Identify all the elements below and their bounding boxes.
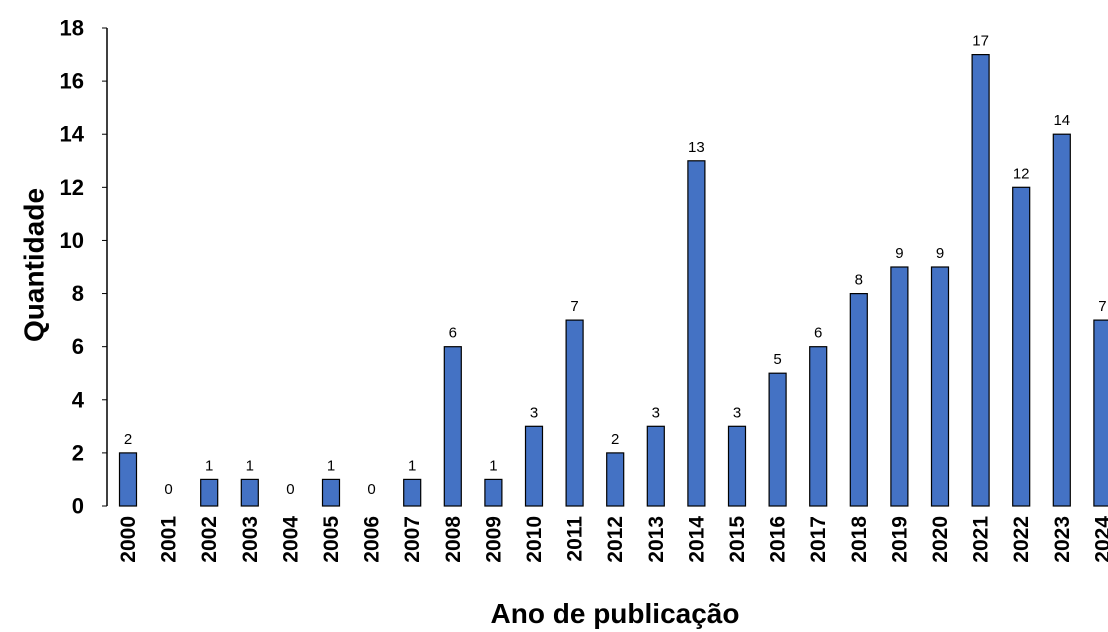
data-label-2022: 12 <box>1013 165 1030 182</box>
y-tick-label: 4 <box>72 387 85 412</box>
x-tick-label-2009: 2009 <box>482 516 505 563</box>
bar-2022 <box>1012 186 1031 507</box>
bar-2003 <box>240 478 259 507</box>
y-tick-label: 0 <box>72 494 84 519</box>
data-label-2009: 1 <box>489 457 497 474</box>
x-tick-label-2003: 2003 <box>239 516 262 563</box>
bar-2010 <box>524 425 544 507</box>
data-label-2021: 17 <box>972 33 989 50</box>
data-label-2018: 8 <box>855 272 863 289</box>
data-label-2015: 3 <box>733 404 741 421</box>
data-label-2024: 7 <box>1098 298 1106 315</box>
bar-2000 <box>118 452 138 507</box>
x-axis-title: Ano de publicação <box>491 598 740 629</box>
y-tick-label: 14 <box>60 122 85 147</box>
x-tick-label-2006: 2006 <box>361 516 384 563</box>
data-label-2012: 2 <box>611 431 619 448</box>
data-label-2019: 9 <box>895 245 903 262</box>
bar-2012 <box>606 452 625 507</box>
x-tick-label-2012: 2012 <box>604 516 627 563</box>
x-tick-label-2020: 2020 <box>929 516 952 563</box>
x-tick-label-2018: 2018 <box>848 516 871 563</box>
data-label-2011: 7 <box>570 298 578 315</box>
y-tick-label: 6 <box>72 334 84 359</box>
data-label-2001: 0 <box>164 481 172 498</box>
data-label-2006: 0 <box>367 481 375 498</box>
y-tick-label: 16 <box>60 69 84 94</box>
bar-2005 <box>321 478 341 507</box>
bar-2002 <box>200 478 219 507</box>
y-tick-label: 12 <box>60 175 84 200</box>
data-label-2000: 2 <box>124 431 132 448</box>
y-axis-ticks: 0 2 4 6 8 10 12 14 16 18 <box>60 16 107 519</box>
x-tick-label-2005: 2005 <box>320 516 343 563</box>
bar-2009 <box>484 478 503 507</box>
x-tick-label-2001: 2001 <box>158 516 181 563</box>
data-label-2010: 3 <box>530 404 538 421</box>
data-label-2014: 13 <box>688 139 705 156</box>
x-tick-label-2008: 2008 <box>442 516 465 563</box>
bar-2024 <box>1093 319 1108 507</box>
bar-2016 <box>768 372 787 507</box>
x-tick-label-2010: 2010 <box>523 516 546 563</box>
bar-2021 <box>971 53 990 507</box>
bar-2019 <box>890 266 909 507</box>
x-tick-label-2023: 2023 <box>1051 516 1074 563</box>
x-tick-label-2024: 2024 <box>1091 516 1108 563</box>
y-tick-label: 18 <box>60 16 84 41</box>
x-tick-label-2017: 2017 <box>807 516 830 563</box>
x-tick-label-2015: 2015 <box>726 516 749 563</box>
x-tick-label-2004: 2004 <box>279 516 302 563</box>
data-label-2004: 0 <box>286 481 294 498</box>
data-label-2003: 1 <box>246 457 254 474</box>
y-axis-title: Quantidade <box>19 188 50 342</box>
y-tick-label: 8 <box>72 281 84 306</box>
bar-2011 <box>565 319 584 507</box>
bar-2014 <box>687 160 706 507</box>
x-tick-label-2013: 2013 <box>645 516 668 563</box>
bar-2018 <box>849 293 868 507</box>
bar-2008 <box>443 346 462 507</box>
bar-2017 <box>809 346 828 507</box>
data-label-2023: 14 <box>1053 112 1070 129</box>
y-tick-label: 10 <box>60 228 84 253</box>
x-tick-label-2000: 2000 <box>117 516 140 563</box>
data-label-2005: 1 <box>327 457 335 474</box>
bar-2013 <box>646 425 665 507</box>
x-tick-label-2022: 2022 <box>1010 516 1033 563</box>
x-tick-label-2002: 2002 <box>198 516 221 563</box>
x-tick-label-2016: 2016 <box>767 516 790 563</box>
bar-2015 <box>727 425 747 507</box>
bar-2007 <box>403 478 422 507</box>
data-label-2016: 5 <box>773 351 781 368</box>
data-label-2007: 1 <box>408 457 416 474</box>
y-tick-label: 2 <box>72 440 84 465</box>
x-tick-label-2007: 2007 <box>401 516 424 563</box>
data-label-2020: 9 <box>936 245 944 262</box>
bar-2023 <box>1052 133 1071 507</box>
data-label-2008: 6 <box>449 325 457 342</box>
x-axis-ticks: 2000 2001 2002 2003 2004 2005 2006 2007 2008 2009… <box>117 516 1108 563</box>
data-label-2017: 6 <box>814 325 822 342</box>
x-tick-label-2019: 2019 <box>888 516 911 563</box>
x-tick-label-2021: 2021 <box>970 516 993 563</box>
data-label-2002: 1 <box>205 457 213 474</box>
x-tick-label-2011: 2011 <box>564 516 587 562</box>
x-tick-label-2014: 2014 <box>685 516 708 563</box>
bar-2020 <box>930 266 950 507</box>
data-label-2013: 3 <box>652 404 660 421</box>
